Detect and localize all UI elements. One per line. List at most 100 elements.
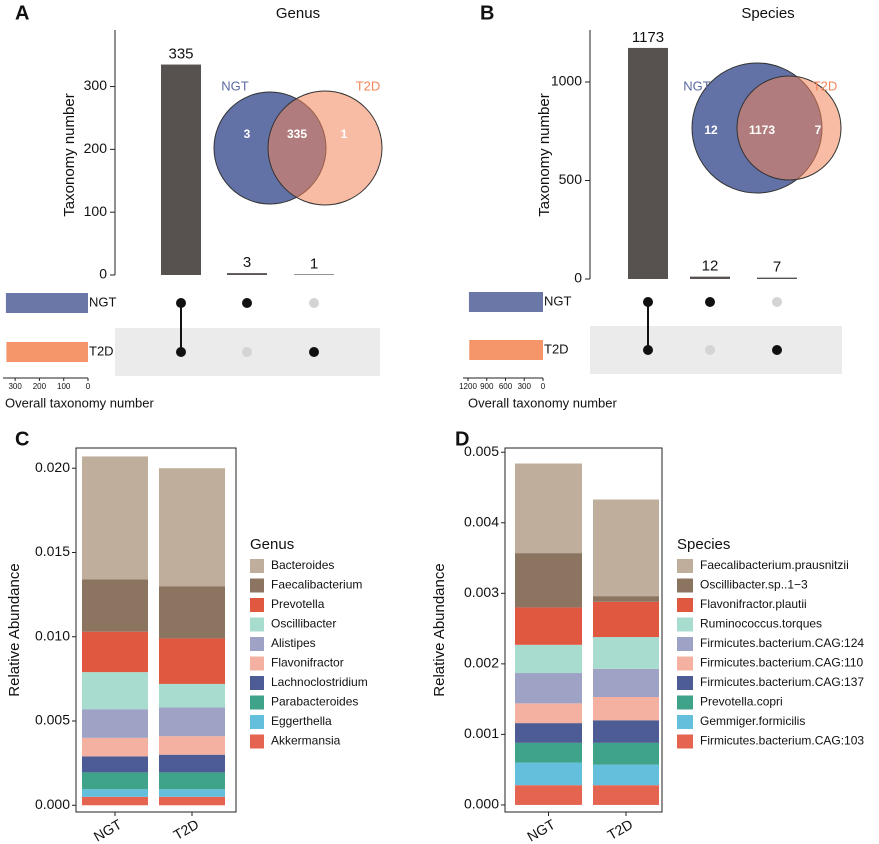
bar-segment (82, 709, 148, 738)
set-label: NGT (89, 294, 117, 309)
bar-value-label: 12 (702, 258, 719, 275)
bar-segment (593, 742, 659, 765)
y-tick-label: 0.002 (464, 655, 499, 671)
bar-segment (515, 644, 582, 674)
y-tick-label: 300 (84, 77, 108, 93)
venn-label: T2D (813, 78, 838, 93)
y-axis-label: Relative Abundance (6, 563, 23, 696)
bar-segment (515, 723, 582, 743)
bar-segment (515, 673, 582, 704)
bar-segment (515, 463, 582, 554)
bar-segment (593, 785, 659, 805)
plot-frame (75, 447, 237, 813)
legend-label: Oscillibacter.sp..1−3 (700, 578, 808, 592)
x-tick-label: T2D (170, 816, 201, 843)
y-tick-label: 0.015 (35, 543, 70, 559)
bar-segment (593, 668, 659, 698)
bar (757, 277, 797, 279)
matrix-band (590, 326, 842, 374)
set-axis-tick-label: 200 (33, 382, 47, 391)
bar-segment (515, 762, 582, 786)
y-tick-label: 0.004 (464, 513, 499, 529)
matrix-dot (242, 347, 252, 357)
bar-segment (593, 637, 659, 669)
y-tick-label: 0.005 (35, 712, 70, 728)
y-tick-label: 500 (559, 171, 583, 187)
legend-label: Prevotella.copri (700, 695, 783, 709)
panel-label: C (15, 428, 29, 450)
matrix-dot (309, 347, 319, 357)
set-size-bar (469, 340, 543, 360)
y-tick-label: 0.010 (35, 627, 70, 643)
set-axis-tick-label: 300 (518, 382, 532, 391)
bar-value-label: 7 (773, 259, 781, 276)
legend-label: Firmicutes.bacterium.CAG:124 (700, 636, 864, 650)
venn-count: 3 (244, 127, 251, 141)
bar-value-label: 1173 (632, 29, 664, 46)
panel-label: D (455, 428, 469, 450)
legend-label: Firmicutes.bacterium.CAG:103 (700, 734, 864, 748)
bar-segment (515, 553, 582, 608)
legend-label: Bacteroides (271, 558, 334, 572)
legend-swatch (677, 617, 693, 632)
y-tick-label: 0.005 (464, 443, 499, 459)
bar-segment (82, 772, 148, 790)
y-tick-label: 0.003 (464, 584, 499, 600)
y-tick-label: 0.001 (464, 725, 499, 741)
bar-segment (159, 683, 225, 708)
legend-swatch (250, 695, 264, 710)
bar-segment (82, 756, 148, 773)
bar (628, 47, 668, 279)
bar-segment (515, 703, 582, 724)
legend-swatch (677, 676, 693, 690)
matrix-dot (705, 345, 715, 355)
venn-circle (736, 75, 842, 181)
bar-value-label: 1 (310, 255, 318, 272)
bar-segment (82, 672, 148, 710)
panel-label: B (480, 2, 494, 24)
legend-swatch (677, 656, 693, 671)
legend-swatch (677, 637, 693, 651)
bar-segment (159, 586, 225, 639)
y-axis-label: Taxonomy number (61, 93, 78, 216)
legend-label: Oscillibacter (271, 617, 336, 631)
legend-swatch (250, 578, 264, 593)
plot-frame (504, 447, 663, 813)
legend-title: Genus (250, 536, 294, 553)
legend-swatch (677, 695, 693, 710)
legend-label: Faecalibacterium (271, 578, 362, 592)
set-axis-tick-label: 600 (499, 382, 513, 391)
bar (227, 273, 267, 275)
legend-swatch (677, 559, 693, 573)
bar-segment (159, 638, 225, 684)
y-tick-label: 0.020 (35, 459, 70, 475)
set-size-bar (5, 293, 89, 313)
venn-count: 7 (815, 123, 822, 137)
matrix-dot (772, 345, 782, 355)
matrix-dot (705, 297, 715, 307)
y-tick-label: 1000 (551, 73, 582, 89)
y-tick-label: 100 (84, 203, 108, 219)
bar-value-label: 3 (243, 254, 251, 271)
bar-segment (82, 789, 148, 797)
bar-segment (593, 764, 659, 786)
y-axis-label: Taxonomy number (536, 93, 553, 216)
bar (294, 274, 334, 275)
legend-swatch (250, 715, 264, 729)
legend-label: Ruminococcus.torques (700, 617, 822, 631)
y-tick-label: 0.000 (464, 796, 499, 812)
set-label: T2D (89, 343, 114, 358)
venn-label: T2D (356, 78, 381, 93)
bar (690, 276, 730, 279)
legend-label: Prevotella (271, 597, 325, 611)
venn-count: 12 (704, 123, 718, 137)
chart-title: Genus (276, 5, 320, 22)
legend-swatch (677, 715, 693, 729)
bar-segment (159, 468, 225, 587)
legend-label: Faecalibacterium.prausnitzii (700, 558, 849, 572)
legend-swatch (250, 656, 264, 671)
bar-segment (515, 742, 582, 763)
set-axis-tick-label: 0 (541, 382, 546, 391)
legend-swatch (250, 676, 264, 690)
legend-swatch (677, 734, 693, 749)
